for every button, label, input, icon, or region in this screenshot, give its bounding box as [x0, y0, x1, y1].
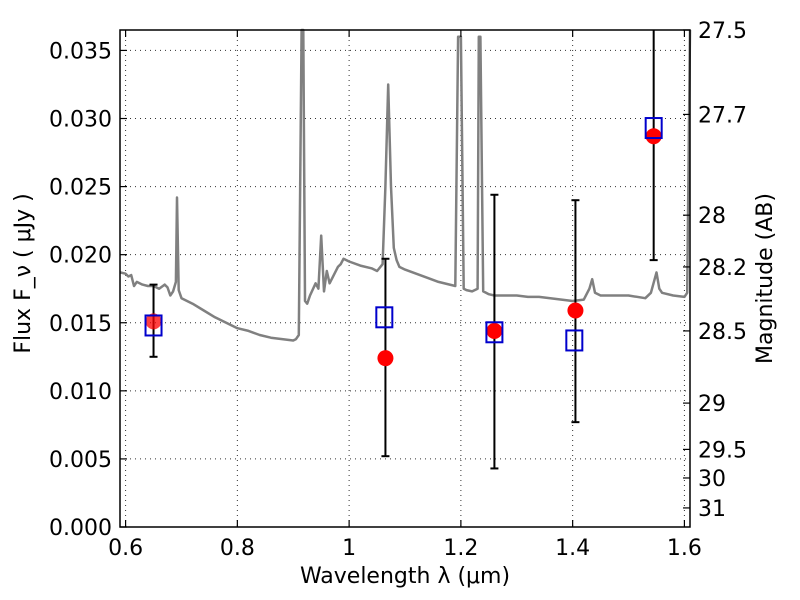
- x-tick-label: 0.8: [220, 536, 255, 561]
- observed-point: [486, 322, 503, 339]
- y-tick-label: 0.015: [49, 312, 112, 337]
- x-axis-ticks: 0.6 0.8 1 1.2 1.4 1.6: [108, 30, 702, 561]
- y-axis-ticks: 0.000 0.005 0.010 0.015 0.020 0.025 0.030 0.035: [49, 39, 127, 541]
- y-tick-label: 0.000: [49, 516, 112, 541]
- y-tick-label: 0.030: [49, 108, 112, 133]
- y-tick-label: 0.025: [49, 176, 112, 201]
- model-square: [565, 329, 584, 352]
- y-tick-label: 0.010: [49, 380, 112, 405]
- model-square: [485, 321, 504, 344]
- spectrum-series: [119, 28, 692, 342]
- model-square: [144, 314, 163, 337]
- grid: [120, 30, 690, 527]
- y-axis-title: Flux F_ν ( μJy ): [11, 193, 36, 353]
- right-axis-title: Magnitude (AB): [753, 193, 778, 364]
- right-axis-ticks: 27.5 27.7 28 28.2 28.5 29 29.5 30 31: [683, 19, 747, 522]
- y-tick-label: 0.035: [49, 39, 112, 64]
- right-tick-label: 30: [698, 467, 726, 492]
- right-tick-label: 28.2: [698, 256, 747, 281]
- x-tick-label: 1.2: [443, 536, 478, 561]
- y-tick-label: 0.005: [49, 448, 112, 473]
- observed-point: [377, 350, 394, 367]
- model-square: [644, 117, 663, 140]
- x-tick-label: 1.6: [667, 536, 702, 561]
- right-tick-label: 28: [698, 204, 726, 229]
- right-tick-label: 31: [698, 497, 726, 522]
- x-tick-label: 1.4: [555, 536, 590, 561]
- observed-points: [145, 128, 662, 367]
- right-tick-label: 29.5: [698, 438, 747, 463]
- right-tick-label: 27.5: [698, 19, 747, 44]
- observed-point: [567, 302, 584, 319]
- right-tick-label: 27.7: [698, 103, 747, 128]
- observed-point: [645, 128, 662, 145]
- error-bars: [149, 30, 658, 470]
- x-axis-title: Wavelength λ (μm): [300, 564, 510, 589]
- x-tick-label: 0.6: [108, 536, 143, 561]
- observed-point: [145, 313, 162, 330]
- x-tick-label: 1: [342, 536, 356, 561]
- right-tick-label: 28.5: [698, 320, 747, 345]
- plot-frame: [119, 29, 691, 528]
- right-tick-label: 29: [698, 392, 726, 417]
- y-tick-label: 0.020: [49, 244, 112, 269]
- model-square: [375, 306, 394, 329]
- model-squares: [144, 117, 663, 352]
- spectrum-line: [119, 28, 692, 342]
